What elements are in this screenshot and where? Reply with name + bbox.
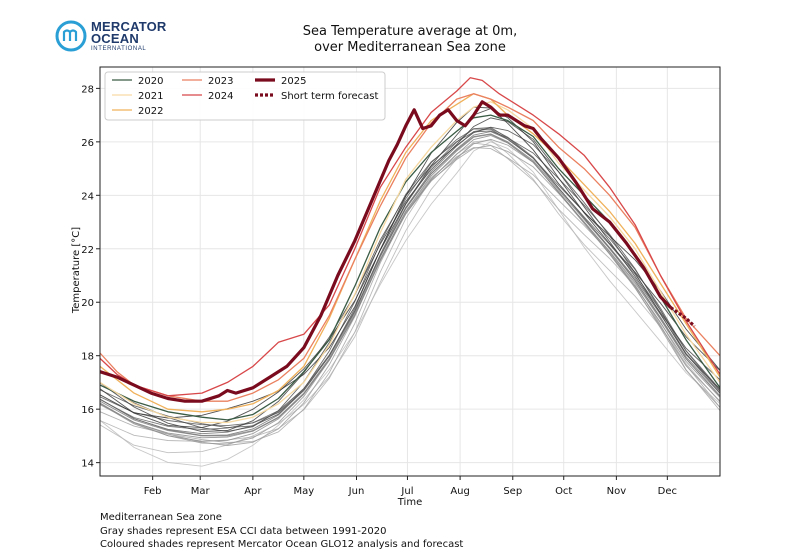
x-tick-label: Jun xyxy=(348,486,365,497)
chart-footer-notes: Mediterranean Sea zone Gray shades repre… xyxy=(100,511,463,552)
y-tick-label: 28 xyxy=(81,84,94,95)
series-line-2024 xyxy=(99,77,721,397)
x-tick-label: Nov xyxy=(607,486,627,497)
x-tick-label: Sep xyxy=(503,486,522,497)
y-tick-label: 22 xyxy=(81,245,94,256)
y-tick-label: 14 xyxy=(81,459,94,470)
x-tick-label: May xyxy=(293,486,314,497)
legend-label: 2022 xyxy=(138,106,163,117)
x-tick-label: Mar xyxy=(191,486,211,497)
x-tick-label: Feb xyxy=(144,486,162,497)
mercator-ocean-logo: MERCATOR OCEAN INTERNATIONAL xyxy=(55,18,175,58)
x-axis-label: Time xyxy=(397,497,422,508)
footer-line-zone: Mediterranean Sea zone xyxy=(100,512,222,523)
x-tick-label: Apr xyxy=(244,486,262,497)
climatology-gray-line xyxy=(99,135,721,442)
series-line-2021 xyxy=(99,101,721,424)
y-tick-label: 24 xyxy=(81,191,94,202)
series-line-2025 xyxy=(99,100,672,403)
climatology-gray-line xyxy=(99,139,721,454)
logo-subtitle: INTERNATIONAL xyxy=(91,46,147,52)
y-tick-label: 26 xyxy=(81,138,94,149)
climatology-gray-line xyxy=(99,133,721,439)
plot-background xyxy=(100,67,720,476)
y-tick-label: 20 xyxy=(81,298,94,309)
legend-label: 2020 xyxy=(138,76,163,87)
logo-name: MERCATOR OCEAN xyxy=(91,19,167,46)
plot-frame xyxy=(99,66,721,477)
climatology-gray-line xyxy=(99,145,721,446)
climatology-gray-line xyxy=(99,127,721,430)
climatology-gray-line xyxy=(99,128,721,435)
x-tick-label: Aug xyxy=(450,486,470,497)
y-tick-label: 16 xyxy=(81,405,94,416)
x-tick-label: Jul xyxy=(400,486,413,497)
series-line-short-term-forecast xyxy=(669,306,696,328)
climatology-gray-line xyxy=(99,128,721,427)
legend-box xyxy=(104,71,386,121)
series-line-2022 xyxy=(99,93,721,413)
climatology-gray-line xyxy=(99,117,721,432)
chart-title-line-1: Sea Temperature average at 0m, xyxy=(303,24,517,39)
x-tick-label: Oct xyxy=(555,486,572,497)
chart-title-line-2: over Mediterranean Sea zone xyxy=(314,40,506,55)
climatology-gray-line xyxy=(99,108,721,429)
legend-label: 2025 xyxy=(281,76,306,87)
x-tick-label: Dec xyxy=(658,486,677,497)
climatology-gray-line xyxy=(99,141,721,467)
footer-line-coloured: Coloured shades represent Mercator Ocean… xyxy=(100,539,464,550)
footer-line-gray: Gray shades represent ESA CCI data betwe… xyxy=(100,525,387,537)
legend-label: 2023 xyxy=(208,76,233,87)
y-axis-label: Temperature [°C] xyxy=(71,227,82,314)
legend-label: 2024 xyxy=(208,91,233,102)
legend-label: Short term forecast xyxy=(281,91,378,102)
mercator-logo-icon xyxy=(55,20,87,52)
y-tick-label: 18 xyxy=(81,352,94,363)
legend-label: 2021 xyxy=(138,91,163,102)
chart-legend: 2020 2021 2022 2023 2024 2025 Short term forec… xyxy=(104,71,386,121)
climatology-gray-line xyxy=(99,130,721,429)
